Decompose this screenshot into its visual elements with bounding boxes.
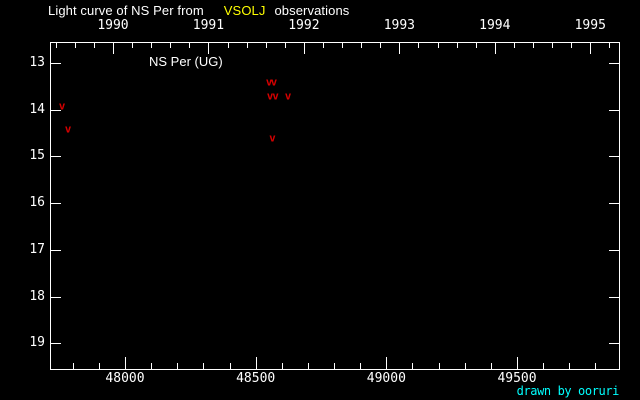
y-major-tick-left	[50, 296, 61, 298]
top-minor-tick	[380, 42, 382, 48]
x-minor-tick	[543, 363, 545, 369]
y-major-tick-right	[609, 63, 620, 65]
x-minor-tick	[281, 363, 283, 369]
top-minor-tick	[609, 42, 611, 48]
data-point-marker: v	[284, 89, 292, 103]
top-minor-tick	[456, 42, 458, 48]
y-tick-label: 16	[29, 195, 45, 211]
top-tick-label: 1992	[288, 18, 320, 33]
y-major-tick-left	[50, 63, 61, 65]
y-tick-label: 14	[29, 101, 45, 117]
x-minor-tick	[334, 363, 336, 369]
top-minor-tick	[284, 42, 286, 48]
y-major-tick-left	[50, 343, 61, 345]
chart-title-vsolj-highlight: VSOLJ	[223, 3, 266, 18]
top-major-tick	[494, 42, 496, 54]
data-point-marker: v	[64, 122, 72, 136]
x-tick-label: 49500	[497, 371, 537, 386]
data-point-marker: v	[269, 131, 276, 145]
y-major-tick-right	[609, 156, 620, 158]
top-major-tick	[590, 42, 592, 54]
y-major-tick-right	[609, 109, 620, 111]
x-minor-tick	[490, 363, 492, 369]
top-tick-label: 1991	[192, 18, 225, 33]
chart-title-prefix: Light curve of NS Per from	[48, 3, 204, 18]
top-tick-label: 1995	[574, 18, 606, 33]
x-minor-tick	[203, 363, 205, 369]
y-major-tick-right	[609, 343, 620, 345]
top-minor-tick	[246, 42, 248, 48]
top-minor-tick	[342, 42, 344, 48]
y-major-tick-left	[50, 203, 61, 205]
x-tick-label: 49000	[366, 371, 406, 386]
y-tick-label: 18	[29, 288, 45, 304]
x-minor-tick	[412, 363, 414, 369]
top-major-tick	[208, 42, 210, 54]
x-major-tick	[255, 357, 257, 369]
data-point-marker: v	[270, 75, 278, 89]
top-minor-tick	[189, 42, 191, 48]
y-major-tick-right	[609, 249, 620, 251]
x-minor-tick	[360, 363, 362, 369]
top-minor-tick	[552, 42, 554, 48]
x-minor-tick	[438, 363, 440, 369]
y-tick-label: 13	[29, 55, 45, 71]
y-major-tick-right	[609, 203, 620, 205]
top-minor-tick	[437, 42, 439, 48]
top-tick-label: 1993	[383, 18, 415, 33]
x-minor-tick	[72, 363, 74, 369]
y-major-tick-left	[50, 156, 61, 158]
x-minor-tick	[98, 363, 100, 369]
credit-text: drawn by ooruri	[516, 384, 620, 398]
top-minor-tick	[361, 42, 363, 48]
y-tick-label: 19	[29, 335, 45, 351]
y-major-tick-right	[609, 296, 620, 298]
top-minor-tick	[170, 42, 172, 48]
top-major-tick	[399, 42, 401, 54]
x-tick-label: 48500	[236, 371, 276, 386]
data-point-marker: v	[58, 99, 66, 113]
plot-frame	[50, 42, 620, 370]
x-minor-tick	[595, 363, 597, 369]
x-major-tick	[125, 357, 126, 369]
top-minor-tick	[93, 42, 95, 48]
top-tick-label: 1990	[97, 18, 129, 33]
top-minor-tick	[513, 42, 515, 48]
y-tick-label: 17	[29, 241, 45, 257]
y-tick-label: 15	[29, 148, 45, 164]
top-tick-label: 1994	[479, 18, 511, 33]
top-minor-tick	[322, 42, 324, 48]
top-major-tick	[303, 42, 305, 54]
top-minor-tick	[151, 42, 153, 48]
top-minor-tick	[532, 42, 534, 48]
x-major-tick	[386, 357, 388, 369]
top-minor-tick	[475, 42, 477, 48]
x-major-tick	[517, 357, 519, 369]
top-major-tick	[112, 42, 114, 54]
x-minor-tick	[464, 363, 466, 369]
top-minor-tick	[74, 42, 76, 48]
top-minor-tick	[571, 42, 573, 48]
x-minor-tick	[307, 363, 309, 369]
y-major-tick-left	[50, 109, 61, 111]
chart-title: Light curve of NS Per from VSOLJ observati…	[48, 3, 349, 18]
data-point-marker: v	[265, 75, 273, 89]
top-minor-tick	[265, 42, 267, 48]
data-point-marker: v	[272, 89, 279, 103]
top-minor-tick	[55, 42, 57, 48]
top-minor-tick	[418, 42, 420, 48]
top-minor-tick	[227, 42, 229, 48]
object-label: NS Per (UG)	[149, 54, 223, 69]
top-minor-tick	[132, 42, 134, 48]
chart-title-suffix: observations	[274, 3, 350, 18]
data-point-marker: v	[266, 89, 274, 103]
x-tick-label: 48000	[105, 371, 145, 386]
x-minor-tick	[569, 363, 571, 369]
x-minor-tick	[229, 363, 231, 369]
x-minor-tick	[177, 363, 179, 369]
y-major-tick-left	[50, 249, 61, 251]
x-minor-tick	[151, 363, 153, 369]
